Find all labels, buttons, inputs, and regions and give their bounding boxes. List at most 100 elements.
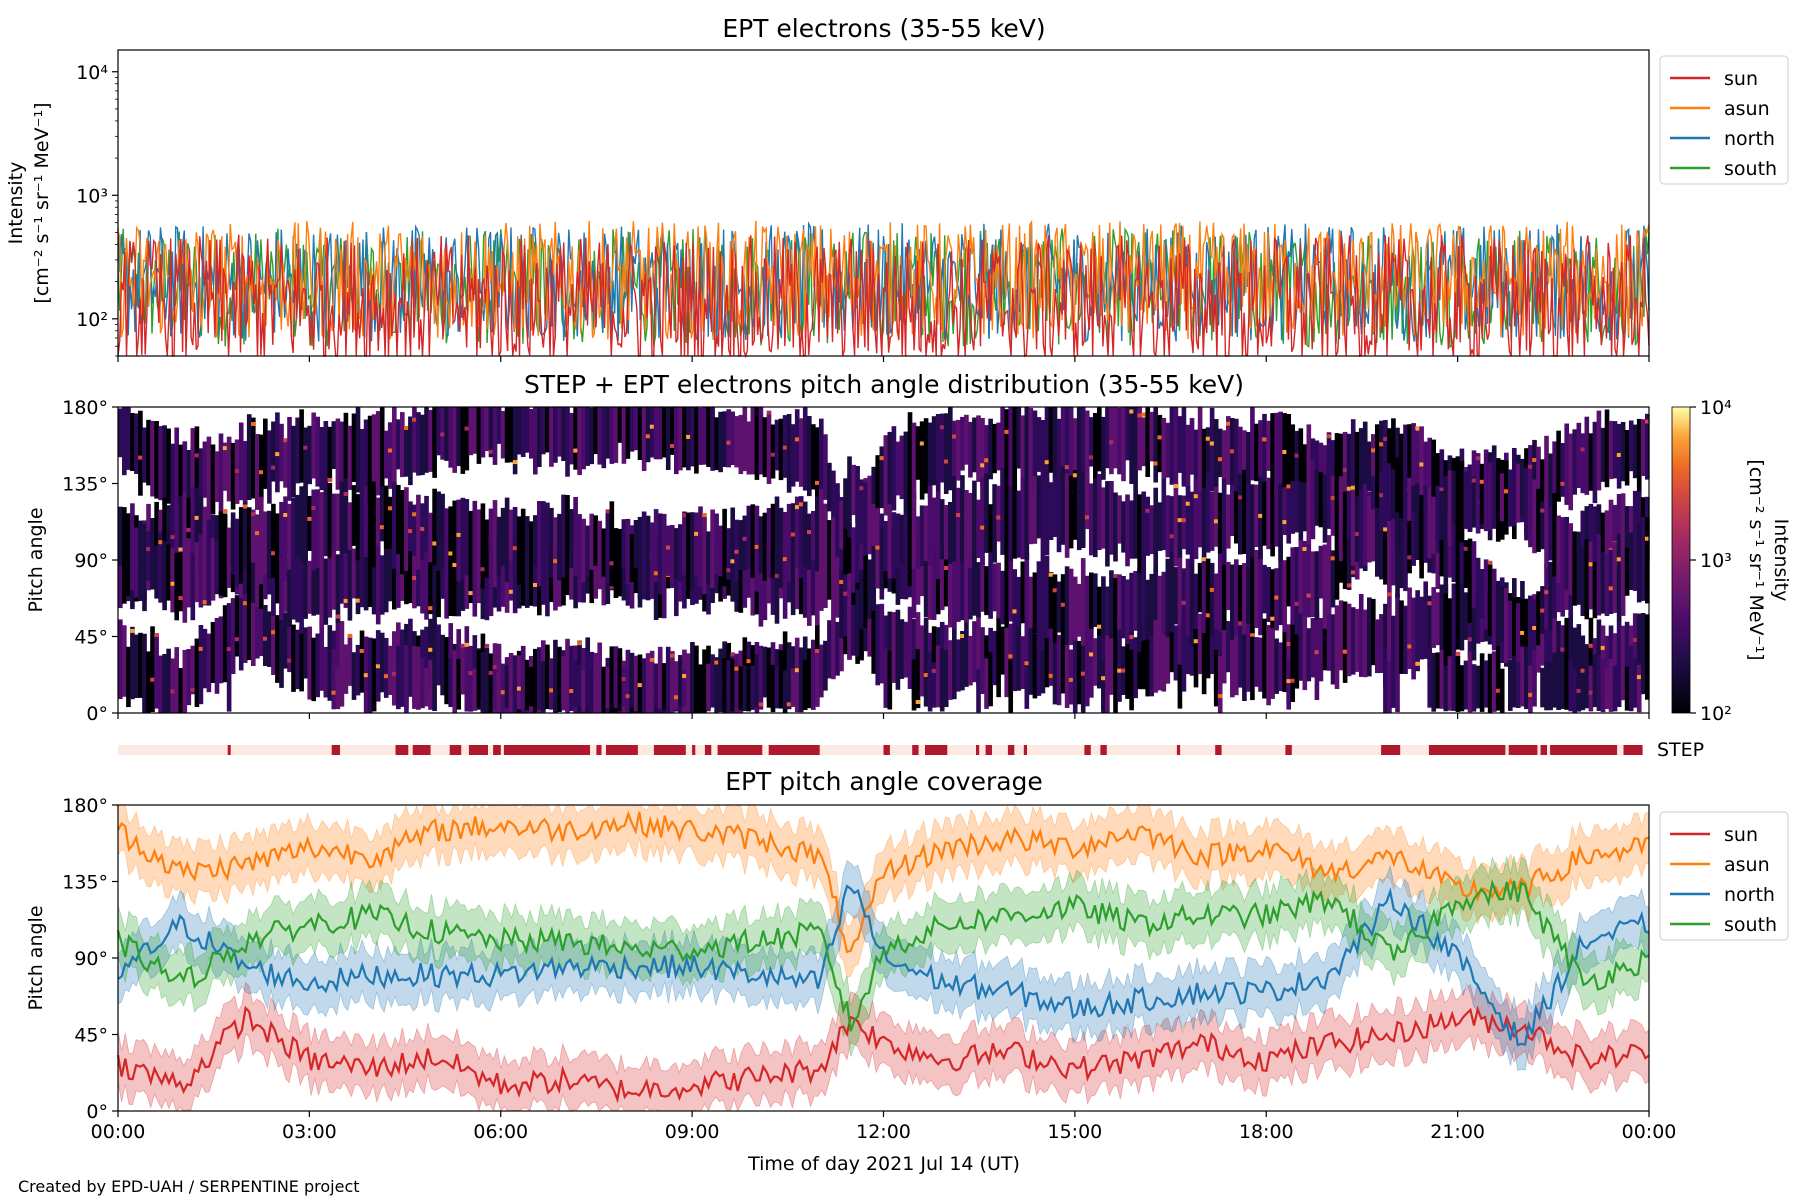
- pad-cell: [452, 500, 458, 562]
- pad-cell: [198, 534, 204, 608]
- pad-cell: [1624, 666, 1630, 711]
- pad-cell: [1080, 471, 1086, 548]
- pad-cell-bright: [734, 666, 740, 671]
- pad-cell: [464, 626, 470, 712]
- pad-cell: [1129, 407, 1134, 484]
- pad-cell: [992, 484, 997, 563]
- pad-cell: [1443, 665, 1449, 712]
- pad-cell: [1548, 505, 1553, 561]
- pad-cell: [303, 427, 308, 480]
- pad-cell-bright: [754, 544, 760, 549]
- pad-cell: [1242, 430, 1247, 491]
- pad-cell: [1322, 445, 1328, 499]
- pad-cell: [1044, 556, 1050, 639]
- pad-cell: [456, 499, 462, 582]
- pad-cell-bright: [960, 634, 965, 638]
- pad-cell-bright: [448, 551, 454, 556]
- pad-cell-bright: [1540, 508, 1545, 513]
- pad-cell: [1306, 543, 1312, 618]
- pad-cell: [379, 407, 385, 493]
- pad-cell-bright: [553, 559, 558, 564]
- pad-cell: [1181, 568, 1187, 631]
- pad-cell: [633, 520, 639, 569]
- pad-cell: [1076, 583, 1082, 637]
- pad-y-ticks: 0°45°90°135°180°: [62, 397, 118, 725]
- pad-cell: [162, 654, 167, 713]
- pad-cell: [1056, 581, 1062, 633]
- pad-cell: [327, 536, 333, 618]
- pad-cell: [1068, 649, 1074, 705]
- pad-cell: [984, 473, 989, 553]
- pad-cell-bright: [1455, 651, 1461, 656]
- pad-cell-bright: [500, 690, 506, 695]
- pad-cell: [1403, 605, 1408, 674]
- pad-cell: [790, 668, 796, 707]
- pad-cell-bright: [464, 642, 470, 647]
- pad-cell: [146, 651, 151, 713]
- pad-cell: [1314, 612, 1320, 700]
- pad-cell: [351, 413, 357, 482]
- pad-cell-bright: [1427, 601, 1433, 606]
- pad-cell: [605, 667, 611, 708]
- pad-cell: [1165, 631, 1171, 684]
- pad-cell: [968, 635, 973, 686]
- pad-cell-bright: [1379, 493, 1384, 498]
- pad-cell: [1560, 649, 1566, 709]
- pad-cell: [1201, 556, 1207, 633]
- pad-cell: [1282, 413, 1288, 497]
- pad-cell: [275, 615, 280, 683]
- pad-cell: [1495, 646, 1501, 711]
- pad-cell: [545, 502, 550, 580]
- pad-cell: [1411, 597, 1416, 680]
- pad-cell: [1508, 600, 1513, 660]
- pad-cell: [1238, 473, 1243, 555]
- pad-cell: [1266, 477, 1271, 550]
- pad-cell: [1504, 588, 1509, 663]
- pad-cell: [1604, 668, 1610, 709]
- pad-cell-bright: [1383, 437, 1388, 441]
- pad-cell: [1459, 461, 1465, 543]
- pad-cell-bright: [533, 583, 538, 587]
- pad-cell: [698, 407, 703, 465]
- pad-cell: [935, 645, 941, 708]
- pad-cell-bright: [1205, 436, 1211, 441]
- pad-cell: [956, 639, 961, 692]
- legend-label-south: south: [1724, 914, 1777, 936]
- pad-cell: [118, 408, 123, 458]
- pad-cell: [1520, 646, 1525, 707]
- pad-cell: [1286, 658, 1292, 710]
- pad-cell: [1564, 645, 1570, 710]
- pad-cell: [1254, 550, 1259, 628]
- pad-cell: [186, 450, 192, 511]
- pad-cell: [1576, 422, 1582, 488]
- step-interval: [768, 745, 820, 755]
- pad-cell: [1508, 473, 1513, 527]
- pad-cell: [246, 507, 252, 573]
- pad-cell: [379, 486, 385, 542]
- pad-cell-bright: [1379, 442, 1384, 447]
- pad-cell-bright: [782, 557, 788, 562]
- pad-cell: [1052, 407, 1058, 479]
- pad-cell: [1129, 572, 1134, 650]
- pad-cell: [561, 494, 566, 578]
- pad-cell: [1314, 551, 1320, 620]
- pad-cell: [1600, 658, 1606, 713]
- pad-cell: [589, 407, 595, 465]
- legend-label-sun: sun: [1724, 68, 1758, 90]
- pad-cell: [1487, 564, 1493, 636]
- pad-cell: [154, 421, 159, 499]
- pad-cell-bright: [1632, 637, 1638, 642]
- pad-cell: [1169, 621, 1175, 673]
- legend-label-sun: sun: [1724, 824, 1758, 846]
- pad-cell: [1234, 559, 1239, 636]
- pad-cell: [855, 500, 860, 583]
- pad-cell: [1548, 662, 1553, 711]
- pad-cell: [1226, 494, 1231, 549]
- pad-cell: [412, 646, 417, 709]
- pad-cell-bright: [1645, 419, 1650, 424]
- pad-cell: [1524, 467, 1529, 541]
- pad-cell: [1064, 473, 1070, 558]
- pad-cell: [988, 418, 993, 480]
- pad-cell: [1294, 430, 1300, 495]
- pad-cell: [460, 643, 466, 695]
